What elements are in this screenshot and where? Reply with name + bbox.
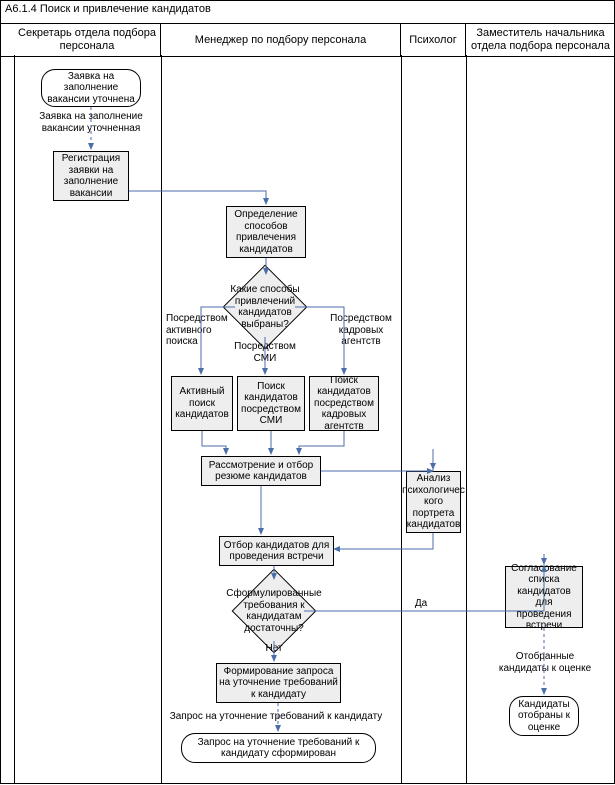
lane-divider-2	[401, 55, 402, 783]
doc-label-1: Заявка на заполнение вакансии уточненная	[29, 111, 153, 134]
task-register: Регистрация заявки на заполнение ваканси…	[53, 151, 129, 201]
task-select-candidates: Отбор кандидатов для проведения встречи	[219, 536, 334, 566]
task-smi-search: Поиск кандидатов посредством СМИ	[237, 376, 305, 431]
decision-requirements: Сформулированные требования к кандидатам…	[244, 581, 304, 641]
task-approve-list: Согласование списка кандидатов для прове…	[505, 566, 583, 628]
end-event-1: Кандидаты отобраны к оценке	[509, 696, 579, 736]
branch-label-active: Посредством активного поиска	[166, 313, 236, 348]
diagram-title: A6.1.4 Поиск и привлечение кандидатов	[5, 3, 211, 15]
start-event: Заявка на заполнение вакансии уточнена	[41, 69, 141, 107]
lane-header-row: Секретарь отдела подбора персонала Менед…	[1, 23, 614, 57]
branch-label-no: Нет	[261, 643, 287, 655]
task-review-resumes: Рассмотрение и отбор резюме кандидатов	[201, 456, 321, 486]
doc-label-3: Запрос на уточнение требований к кандида…	[161, 711, 391, 723]
lane-header-deputy: Заместитель начальника отдела подбора пе…	[466, 24, 615, 56]
task-define: Определение способов привлечения кандида…	[226, 206, 306, 258]
left-margin	[1, 55, 15, 783]
doc-label-2: Отобранные кандидаты к оценке	[496, 651, 594, 674]
task-agency-search: Поиск кандидатов посредством кадровых аг…	[309, 376, 379, 431]
task-active-search: Активный поиск кандидатов	[171, 376, 233, 431]
lane-header-secretary: Секретарь отдела подбора персонала	[14, 24, 161, 56]
task-analysis: Анализ психологичес кого портрета кандид…	[406, 471, 461, 533]
diagram-canvas: A6.1.4 Поиск и привлечение кандидатов Се…	[0, 0, 615, 784]
branch-label-agency: Посредством кадровых агентств	[321, 313, 401, 348]
task-form-request: Формирование запроса на уточнение требов…	[216, 663, 341, 703]
lane-divider-3	[466, 55, 467, 783]
end-event-2: Запрос на уточнение требований к кандида…	[181, 733, 376, 763]
lane-header-manager: Менеджер по подбору персонала	[161, 24, 401, 56]
lane-header-psych: Психолог	[401, 24, 466, 56]
branch-label-smi: Посредством СМИ	[234, 341, 296, 364]
decision-methods: Какие способы привлечений кандидатов выб…	[235, 277, 295, 337]
lane-divider-1	[161, 55, 162, 783]
branch-label-yes: Да	[411, 598, 431, 610]
